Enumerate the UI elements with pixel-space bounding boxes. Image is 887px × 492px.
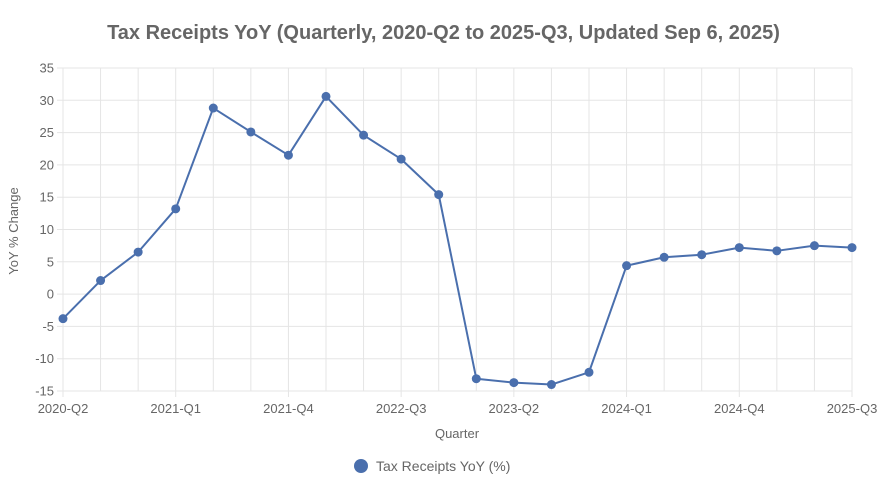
data-point[interactable] <box>96 276 106 286</box>
data-point[interactable] <box>509 378 519 388</box>
data-point[interactable] <box>772 246 782 256</box>
y-tick-label: 35 <box>40 61 54 76</box>
data-point[interactable] <box>171 204 181 214</box>
legend-label: Tax Receipts YoY (%) <box>376 458 510 474</box>
x-tick-label: 2022-Q3 <box>376 401 427 416</box>
data-point[interactable] <box>809 241 819 251</box>
y-tick-label: 20 <box>40 157 54 172</box>
data-point[interactable] <box>208 103 218 113</box>
y-tick-label: 5 <box>47 254 54 269</box>
data-point[interactable] <box>396 154 406 164</box>
data-point[interactable] <box>697 250 707 260</box>
y-tick-label: -5 <box>42 319 54 334</box>
x-tick-label: 2021-Q4 <box>263 401 314 416</box>
data-point[interactable] <box>283 150 293 160</box>
data-point[interactable] <box>584 367 594 377</box>
data-point[interactable] <box>58 314 68 324</box>
data-point[interactable] <box>321 91 331 101</box>
y-axis-label: YoY % Change <box>6 187 21 274</box>
x-tick-label: 2025-Q3 <box>827 401 878 416</box>
legend-marker <box>354 459 368 473</box>
axes: -15 -10 -5 0 5 10 15 20 25 30 35 2020-Q2 2021-Q1 2021… <box>35 61 877 417</box>
y-tick-label: 10 <box>40 222 54 237</box>
data-point[interactable] <box>471 374 481 384</box>
y-tick-label: 15 <box>40 190 54 205</box>
data-point[interactable] <box>546 380 556 390</box>
y-tick-label: -10 <box>35 351 54 366</box>
data-point[interactable] <box>659 252 669 262</box>
x-tick-label: 2023-Q2 <box>489 401 540 416</box>
series-layer <box>58 91 857 390</box>
y-tick-label: 0 <box>47 287 54 302</box>
x-axis-label: Quarter <box>435 426 480 441</box>
data-point[interactable] <box>246 127 256 137</box>
x-tick-label: 2024-Q4 <box>714 401 765 416</box>
data-point[interactable] <box>359 130 369 140</box>
grid-lines <box>57 67 853 392</box>
legend[interactable]: Tax Receipts YoY (%) <box>354 458 510 474</box>
data-point[interactable] <box>734 243 744 253</box>
data-point[interactable] <box>133 247 143 257</box>
chart-title: Tax Receipts YoY (Quarterly, 2020-Q2 to … <box>107 22 780 44</box>
data-point[interactable] <box>434 190 444 200</box>
y-tick-label: 25 <box>40 125 54 140</box>
x-tick-label: 2020-Q2 <box>38 401 89 416</box>
series-line <box>62 95 853 386</box>
data-point[interactable] <box>847 243 857 253</box>
y-tick-label: -15 <box>35 384 54 399</box>
x-tick-label: 2024-Q1 <box>601 401 652 416</box>
y-tick-label: 30 <box>40 93 54 108</box>
x-tick-label: 2021-Q1 <box>150 401 201 416</box>
data-point[interactable] <box>622 261 632 271</box>
